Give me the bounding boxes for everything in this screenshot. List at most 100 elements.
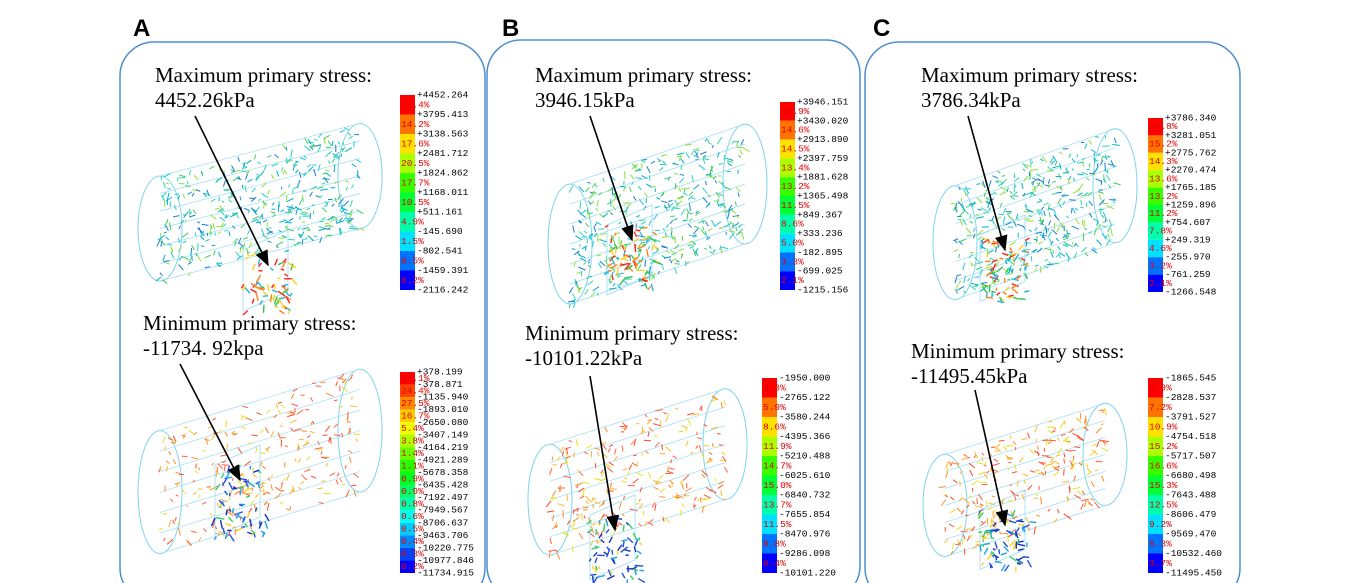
mesh-stroke xyxy=(1003,267,1007,272)
mesh-stroke xyxy=(179,174,186,178)
mesh-stroke xyxy=(1065,168,1069,173)
mesh-stroke xyxy=(587,264,592,269)
mesh-stroke xyxy=(1034,264,1039,267)
mesh-stroke xyxy=(559,463,563,469)
mesh-stroke xyxy=(1051,180,1057,184)
mesh-stroke xyxy=(259,452,266,455)
mesh-stroke xyxy=(1101,214,1105,218)
hotspot-stroke xyxy=(260,530,266,535)
mesh-stroke xyxy=(231,430,236,435)
legend-percent: 4.9% xyxy=(401,216,424,227)
legend-value: -2650.080 xyxy=(417,417,469,428)
hotspot-stroke xyxy=(645,248,649,257)
mesh-stroke xyxy=(659,191,665,198)
hotspot-stroke xyxy=(627,522,634,530)
mesh-stroke xyxy=(1080,206,1084,209)
mesh-line xyxy=(159,210,361,264)
mesh-stroke xyxy=(694,225,700,229)
hotspot-stroke xyxy=(985,296,994,299)
mesh-stroke xyxy=(1073,177,1075,182)
hotspot-stroke xyxy=(623,275,633,279)
hotspot-stroke xyxy=(258,521,263,529)
mesh-stroke xyxy=(654,206,660,209)
mesh-stroke xyxy=(281,167,284,172)
mesh-stroke xyxy=(1056,185,1064,191)
legend-percent: 3.7% xyxy=(1149,558,1172,569)
mesh-stroke xyxy=(1018,457,1024,463)
mesh-stroke xyxy=(594,502,600,504)
mesh-stroke xyxy=(587,212,594,215)
hotspot-stroke xyxy=(602,523,606,532)
mesh-stroke xyxy=(318,501,324,505)
hotspot-stroke xyxy=(991,259,998,263)
mesh-stroke xyxy=(208,487,212,492)
mesh-stroke xyxy=(669,258,673,264)
hotspot-stroke xyxy=(277,277,281,280)
mesh-stroke xyxy=(325,425,331,433)
legend-band xyxy=(762,475,777,495)
mesh-stroke xyxy=(261,234,269,240)
mesh-stroke xyxy=(197,494,200,499)
hotspot-stroke xyxy=(608,536,613,544)
hotspot-stroke xyxy=(606,546,610,551)
mesh-stroke xyxy=(706,202,711,207)
mesh-stroke xyxy=(954,239,958,244)
mesh-stroke xyxy=(248,442,253,445)
mesh-stroke xyxy=(327,216,334,221)
mesh-stroke xyxy=(941,499,947,506)
annotation-value: -11495.45kPa xyxy=(911,364,1028,388)
mesh-stroke xyxy=(953,249,959,253)
mesh-stroke xyxy=(946,467,949,473)
hotspot-stroke xyxy=(596,540,602,543)
mesh-stroke xyxy=(1048,207,1055,211)
mesh-stroke xyxy=(1048,261,1052,265)
mesh-stroke xyxy=(348,427,352,433)
mesh-stroke xyxy=(630,440,635,446)
mesh-stroke xyxy=(654,503,657,511)
hotspot-stroke xyxy=(986,528,994,532)
mesh-stroke xyxy=(250,500,254,507)
mesh-stroke xyxy=(624,206,629,213)
legend-percent: 7.8% xyxy=(1149,226,1172,237)
mesh-stroke xyxy=(587,200,592,205)
legend-band xyxy=(400,134,415,154)
mesh-stroke xyxy=(260,228,265,236)
mesh-stroke xyxy=(264,202,268,206)
mesh-stroke xyxy=(251,473,258,478)
mesh-stroke xyxy=(987,219,994,222)
mesh-stroke xyxy=(1095,136,1099,138)
mesh-stroke xyxy=(216,177,223,182)
mesh-stroke xyxy=(310,420,314,425)
legend-value: -1215.156 xyxy=(797,285,849,296)
mesh-stroke xyxy=(1051,229,1058,235)
mesh-stroke xyxy=(206,189,210,196)
mesh-stroke xyxy=(184,426,188,429)
mesh-stroke xyxy=(193,174,199,181)
hotspot-stroke xyxy=(1006,296,1013,299)
hotspot-stroke xyxy=(1016,561,1021,564)
mesh-stroke xyxy=(1098,194,1102,201)
mesh-stroke xyxy=(565,456,571,459)
legend-band xyxy=(400,251,415,271)
hotspot-stroke xyxy=(594,557,598,564)
mesh-stroke xyxy=(178,255,183,261)
mesh-stroke xyxy=(993,458,999,463)
mesh-stroke xyxy=(287,413,296,418)
mesh-stroke xyxy=(743,147,750,152)
mesh-stroke xyxy=(971,487,974,492)
hotspot-stroke xyxy=(611,549,614,555)
mesh-stroke xyxy=(954,275,958,284)
legend-value: -4921.289 xyxy=(417,454,469,465)
mesh-stroke xyxy=(661,245,666,248)
mesh-stroke xyxy=(705,203,711,209)
mesh-stroke xyxy=(188,208,191,214)
hotspot-stroke xyxy=(634,569,637,576)
mesh-stroke xyxy=(702,157,706,165)
mesh-stroke xyxy=(1056,225,1061,233)
mesh-stroke xyxy=(653,486,659,490)
mesh-stroke xyxy=(1001,227,1006,232)
mesh-stroke xyxy=(702,197,708,204)
mesh-stroke xyxy=(329,436,332,444)
hotspot-stroke xyxy=(981,239,989,245)
mesh-stroke xyxy=(738,223,743,229)
